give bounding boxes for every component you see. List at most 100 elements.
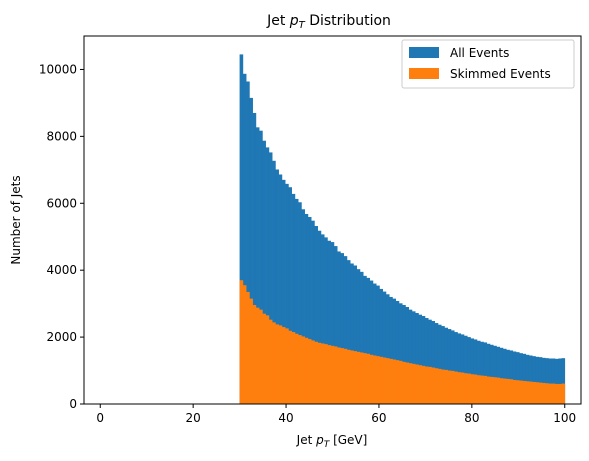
bar xyxy=(548,383,553,404)
bar xyxy=(272,160,276,404)
bar xyxy=(450,330,455,404)
bar xyxy=(496,377,501,404)
bar xyxy=(405,306,410,404)
bar xyxy=(545,358,549,404)
bar xyxy=(314,341,318,404)
legend-swatch-skimmed-events xyxy=(409,68,439,79)
bar xyxy=(392,298,397,404)
bar xyxy=(242,285,247,404)
bar xyxy=(428,319,432,404)
bar xyxy=(239,54,244,405)
y-axis-label: Number of Jets xyxy=(9,175,23,264)
bar xyxy=(415,313,419,404)
bar xyxy=(288,330,292,404)
bar xyxy=(324,237,328,404)
bar xyxy=(294,198,299,404)
bar xyxy=(551,383,556,404)
bar xyxy=(324,344,328,404)
bar xyxy=(359,271,364,404)
bar xyxy=(486,376,491,404)
bar xyxy=(551,358,556,404)
bar xyxy=(554,383,559,404)
bar xyxy=(541,382,546,404)
bar xyxy=(311,340,315,404)
legend-label-skimmed-events: Skimmed Events xyxy=(450,67,551,81)
bar xyxy=(554,358,559,404)
bar xyxy=(350,263,354,404)
bar xyxy=(356,269,361,404)
bar xyxy=(434,323,439,404)
skimmed-events-bars xyxy=(239,280,566,404)
bar xyxy=(408,309,413,404)
bar xyxy=(249,97,253,404)
bar xyxy=(538,357,543,404)
bar xyxy=(538,382,543,404)
bar xyxy=(411,311,416,404)
bar xyxy=(242,73,247,405)
bar xyxy=(483,342,488,404)
bar xyxy=(320,234,325,404)
bar xyxy=(385,294,390,404)
bar xyxy=(307,339,312,404)
bar xyxy=(467,337,471,404)
bar xyxy=(460,334,465,404)
bar xyxy=(337,251,341,404)
bar xyxy=(528,355,533,404)
bar xyxy=(437,324,442,404)
bar xyxy=(291,193,296,404)
bar xyxy=(333,346,338,404)
bar xyxy=(424,366,429,404)
bar xyxy=(447,370,452,404)
bar xyxy=(259,130,263,404)
bar xyxy=(428,366,432,404)
bar xyxy=(486,343,491,404)
bar xyxy=(249,298,253,404)
bar xyxy=(418,365,423,404)
x-tick-label: 100 xyxy=(553,411,576,425)
bar xyxy=(281,327,286,404)
bar xyxy=(330,242,335,404)
y-tick-label: 0 xyxy=(69,397,77,411)
bar xyxy=(405,362,410,404)
bar xyxy=(298,335,302,404)
bar xyxy=(457,372,462,404)
bar xyxy=(304,213,309,404)
bar xyxy=(509,379,514,404)
bar xyxy=(363,275,367,404)
legend: All Events Skimmed Events xyxy=(401,39,575,89)
bar xyxy=(493,345,497,404)
bar xyxy=(532,356,536,404)
bar xyxy=(548,358,553,404)
bar xyxy=(525,354,530,404)
bar xyxy=(489,376,494,404)
bar xyxy=(369,280,374,404)
bar xyxy=(493,377,497,404)
bar xyxy=(421,316,426,404)
bar xyxy=(421,365,426,404)
bar xyxy=(343,256,348,404)
bar xyxy=(298,202,302,404)
bar xyxy=(278,325,283,404)
bar xyxy=(532,381,536,404)
bar xyxy=(327,345,331,404)
bar xyxy=(330,345,335,404)
bar xyxy=(359,352,364,404)
bar xyxy=(372,283,377,404)
bar xyxy=(411,363,416,404)
bar xyxy=(558,358,562,404)
plot-frame xyxy=(83,35,582,405)
bar xyxy=(558,383,562,404)
bar xyxy=(281,179,286,404)
bar xyxy=(512,351,517,404)
bar xyxy=(476,340,481,404)
bar xyxy=(535,382,540,404)
bar xyxy=(395,300,400,404)
bar xyxy=(376,285,380,404)
bar xyxy=(389,296,393,404)
bar xyxy=(434,368,439,404)
bar xyxy=(496,346,501,404)
bar xyxy=(366,353,371,404)
bar xyxy=(382,291,387,404)
bar xyxy=(454,332,458,404)
